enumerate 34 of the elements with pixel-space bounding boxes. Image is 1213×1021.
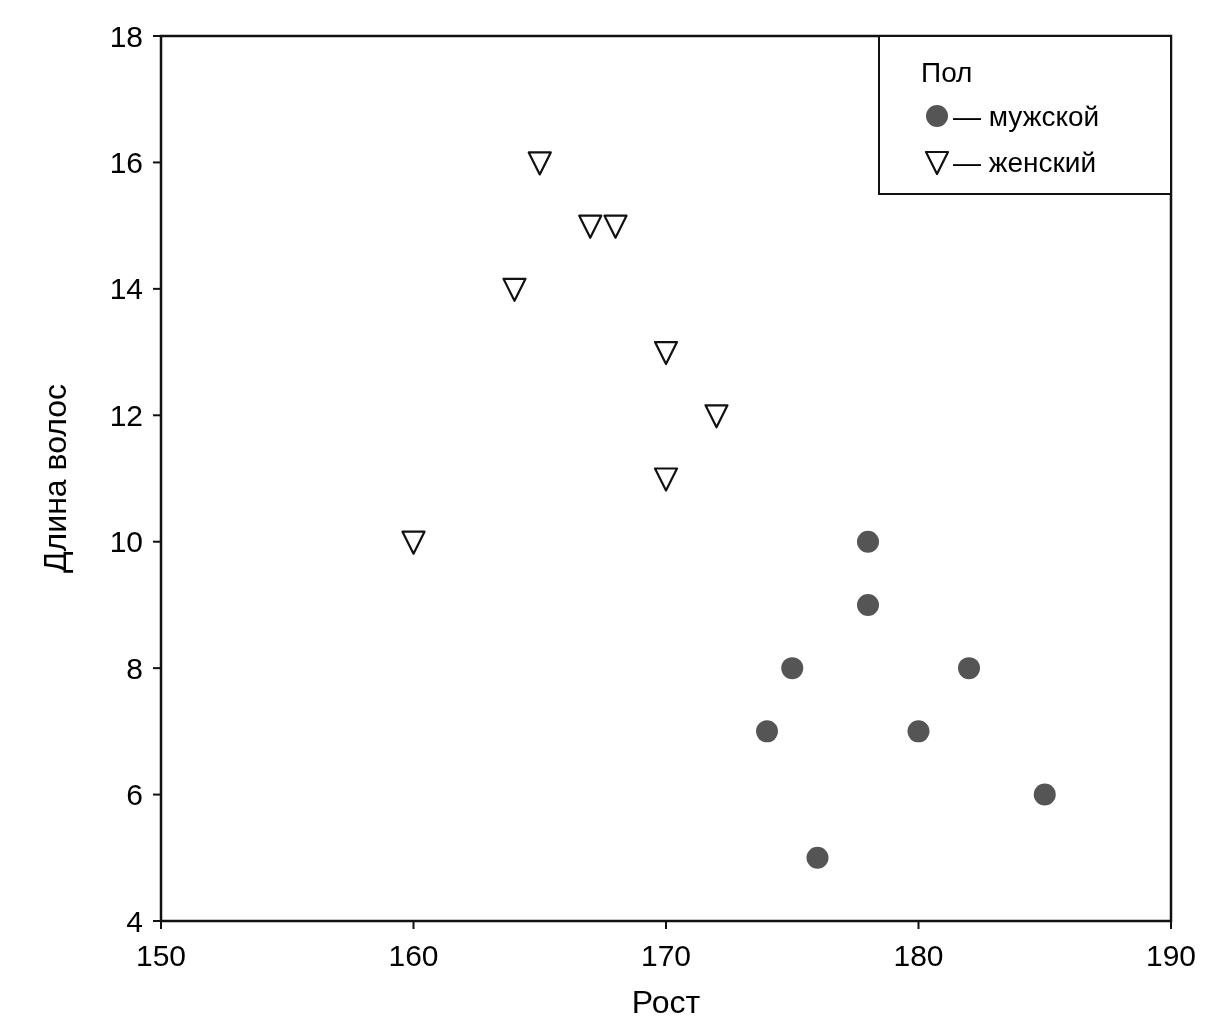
- y-tick-label: 4: [126, 904, 143, 938]
- x-tick-label: 170: [640, 939, 692, 972]
- point: [958, 657, 980, 680]
- point: [653, 340, 679, 366]
- x-axis-title: Рост: [631, 984, 701, 1020]
- point: [704, 404, 729, 429]
- x-tick-label: 160: [388, 939, 439, 972]
- y-tick-label: 6: [126, 778, 143, 812]
- y-axis-title: Длина волос: [37, 383, 73, 574]
- point: [603, 214, 628, 239]
- legend-label: — женский: [953, 146, 1097, 178]
- y-tick-label: 16: [109, 145, 143, 179]
- x-tick-label: 150: [135, 939, 187, 972]
- point: [401, 530, 426, 555]
- point: [857, 593, 879, 616]
- legend-label: — мужской: [953, 100, 1100, 132]
- x-tick-label: 190: [1145, 939, 1197, 972]
- point: [806, 846, 829, 869]
- point: [907, 720, 930, 743]
- point: [502, 277, 527, 302]
- y-tick-label: 10: [109, 525, 143, 559]
- point: [1033, 783, 1056, 806]
- y-tick-label: 18: [109, 19, 143, 53]
- y-tick-label: 14: [109, 272, 143, 306]
- y-tick-label: 12: [109, 398, 143, 432]
- point: [756, 720, 778, 743]
- legend-title: Пол: [921, 57, 973, 88]
- x-tick-label: 180: [893, 939, 944, 972]
- point: [653, 467, 679, 492]
- point: [857, 530, 879, 553]
- y-tick-label: 8: [126, 651, 143, 685]
- point: [781, 657, 804, 680]
- point: [527, 151, 552, 176]
- point: [578, 214, 603, 239]
